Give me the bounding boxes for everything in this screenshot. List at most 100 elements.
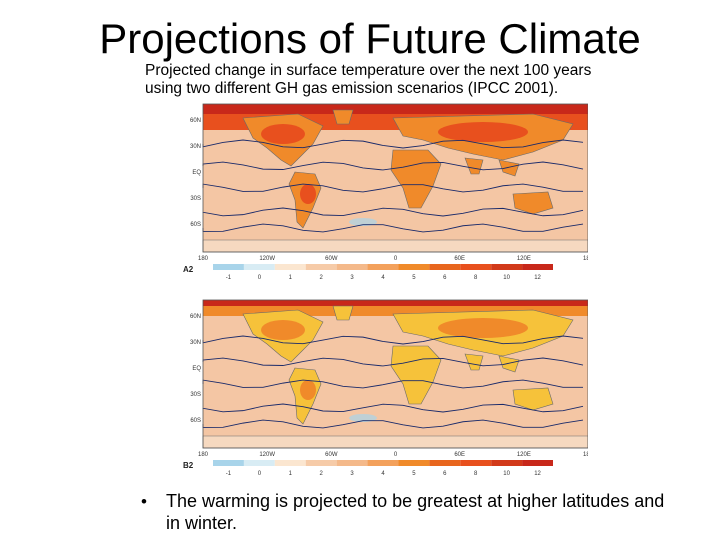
colorbar-tick: 5 (412, 275, 416, 281)
colorbar-tick: 3 (350, 471, 354, 477)
colorbar-tick: -1 (226, 275, 232, 281)
colorbar-tick: 8 (474, 275, 478, 281)
lon-label: 60W (325, 452, 338, 458)
lat-label: EQ (192, 170, 201, 176)
continent-shape (512, 191, 554, 215)
lon-label: 60E (454, 452, 465, 458)
continent-shape (512, 387, 554, 411)
colorbar-tick: 4 (381, 471, 385, 477)
colorbar-tick: 12 (534, 471, 541, 477)
colorbar-tick: 1 (289, 275, 293, 281)
continent-shape (332, 305, 354, 321)
lon-label: 180 (583, 256, 588, 262)
colorbar-tick: 6 (443, 471, 447, 477)
lat-label: 60N (190, 118, 201, 124)
hot-core (300, 184, 316, 204)
colorbar-swatch (522, 264, 553, 270)
lon-label: 60W (325, 256, 338, 262)
lat-label: EQ (192, 366, 201, 372)
map-frame (202, 103, 588, 253)
lat-label: 30S (190, 196, 201, 202)
colorbar-tick: -1 (226, 471, 232, 477)
cool-spot (349, 414, 377, 422)
slide-title: Projections of Future Climate (99, 15, 641, 62)
colorbar-swatch (305, 460, 337, 466)
hot-core (261, 320, 305, 340)
colorbar-swatch (274, 264, 306, 270)
lat-label: 60N (190, 314, 201, 320)
colorbar-swatch (367, 264, 399, 270)
contour-line (202, 183, 584, 193)
continent-shape (202, 239, 588, 253)
colorbar-swatch (336, 460, 368, 466)
contour-line (202, 403, 584, 413)
contour-line (202, 139, 584, 149)
colorbar-swatch (429, 460, 461, 466)
contour-line (202, 357, 584, 367)
hot-core (300, 380, 316, 400)
colorbar-tick: 0 (258, 275, 262, 281)
lon-label: 180 (198, 452, 209, 458)
hot-core (438, 122, 528, 142)
continent-shape (202, 435, 588, 449)
lat-label: 30S (190, 392, 201, 398)
lat-label: 60S (190, 418, 201, 424)
colorbar-swatch (429, 264, 461, 270)
colorbar-swatch (243, 460, 275, 466)
continent-shape (390, 149, 442, 209)
colorbar-tick: 0 (258, 471, 262, 477)
map-b2: 60N 30N EQ 30S 60S 180 120W 60W 0 60E 120E 180 B2 -1 0… (183, 296, 588, 486)
contour-line (202, 419, 584, 429)
lat-label: 30N (190, 340, 201, 346)
slide-subtitle: Projected change in surface temperature … (145, 62, 592, 97)
lon-label: 180 (198, 256, 209, 262)
lon-label: 0 (394, 452, 398, 458)
continent-shape (464, 157, 520, 177)
continent-shape (390, 345, 442, 405)
colorbar-tick: 10 (503, 275, 510, 281)
colorbar-tick: 10 (503, 471, 510, 477)
contour-line (202, 335, 584, 345)
map-frame (202, 299, 588, 449)
colorbar-tick: 2 (320, 471, 324, 477)
arctic-core (203, 104, 588, 114)
colorbar-swatch (398, 460, 430, 466)
colorbar-swatch (305, 264, 337, 270)
hot-core (438, 318, 528, 338)
lon-label: 180 (583, 452, 588, 458)
lon-label: 0 (394, 256, 398, 262)
continent-shape (332, 109, 354, 125)
lat-label: 60S (190, 222, 201, 228)
colorbar-swatch (460, 264, 492, 270)
colorbar-tick: 5 (412, 471, 416, 477)
colorbar-swatch (398, 264, 430, 270)
colorbar-tick: 4 (381, 275, 385, 281)
colorbar-swatch (243, 264, 275, 270)
lon-label: 120W (259, 256, 275, 262)
continent-shape (464, 353, 520, 373)
contour-line (202, 379, 584, 389)
colorbar-swatch (336, 264, 368, 270)
contour-line (202, 207, 584, 217)
colorbar-tick: 1 (289, 471, 293, 477)
colorbar-swatch (460, 460, 492, 466)
lon-label: 120W (259, 452, 275, 458)
colorbar-swatch (274, 460, 306, 466)
bullet-text: The warming is projected to be greatest … (166, 491, 665, 533)
lon-label: 120E (517, 452, 531, 458)
scenario-label: B2 (183, 461, 194, 470)
lon-label: 60E (454, 256, 465, 262)
contour-line (202, 223, 584, 233)
contour-line (202, 161, 584, 171)
colorbar-swatch (491, 460, 523, 466)
colorbar-swatch (522, 460, 553, 466)
hot-core (261, 124, 305, 144)
colorbar-tick: 2 (320, 275, 324, 281)
colorbar-swatch (367, 460, 399, 466)
colorbar-tick: 12 (534, 275, 541, 281)
colorbar-tick: 6 (443, 275, 447, 281)
colorbar-swatch (491, 264, 523, 270)
colorbar-swatch (213, 460, 244, 466)
lat-label: 30N (190, 144, 201, 150)
map-a2: 60N 30N EQ 30S 60S 180 120W 60W 0 60E 120E 180 A2 -1 0… (183, 100, 588, 290)
